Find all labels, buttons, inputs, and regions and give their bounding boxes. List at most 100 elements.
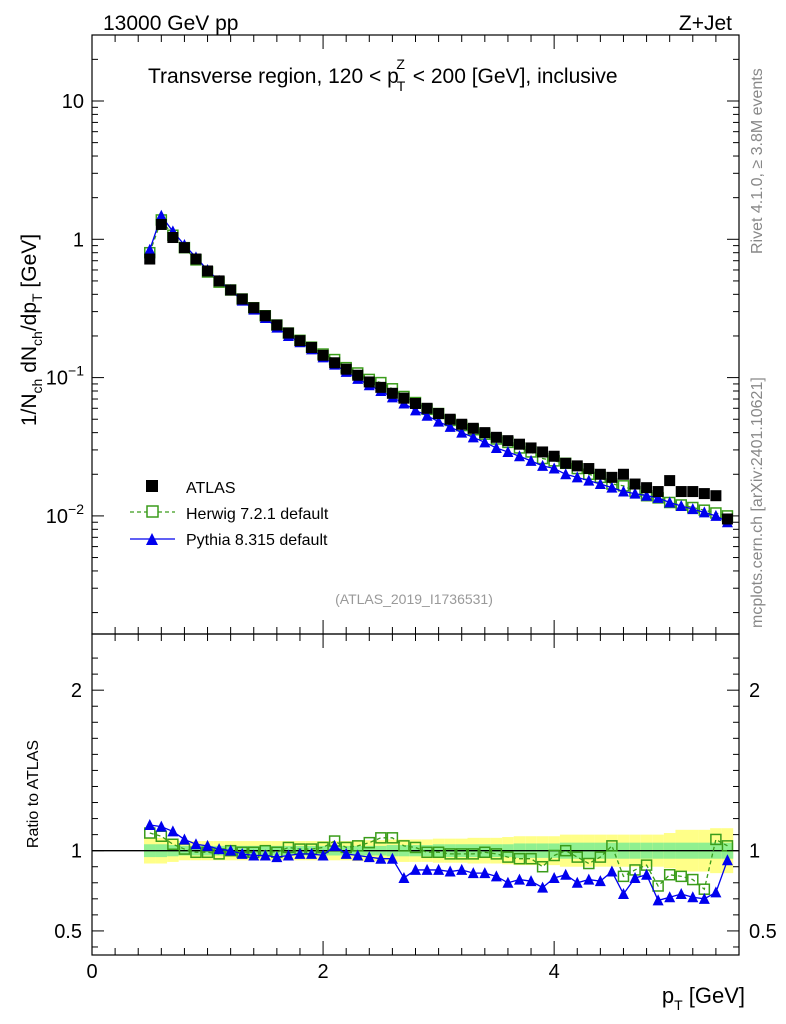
- data-point: [652, 894, 664, 906]
- data-point: [167, 825, 179, 837]
- data-point: [421, 846, 433, 859]
- data-point: [537, 881, 549, 893]
- data-point: [594, 478, 606, 490]
- data-point: [421, 863, 433, 875]
- y-tick-label: 10: [62, 91, 84, 113]
- data-point: [167, 232, 179, 244]
- data-point: [467, 848, 480, 860]
- legend-marker-pythia: [146, 533, 158, 545]
- data-point: [202, 265, 214, 277]
- data-point: [652, 491, 664, 503]
- data-point: [490, 870, 502, 882]
- y-tick-label: 10−1: [46, 363, 84, 390]
- data-point: [259, 310, 271, 322]
- data-point: [294, 335, 306, 347]
- data-point: [294, 847, 306, 859]
- data-point: [329, 839, 341, 851]
- data-point: [178, 833, 190, 845]
- data-point: [340, 363, 352, 375]
- data-point: [410, 863, 421, 875]
- data-point: [398, 392, 410, 404]
- plot-title: Transverse region, 120 < pTZ < 200 [GeV]…: [148, 56, 618, 94]
- data-point: [606, 471, 618, 483]
- ratio-frame: [91, 633, 740, 956]
- ratio-y-tick-label-left: 2: [71, 680, 82, 702]
- data-point: [559, 844, 572, 857]
- data-point: [317, 349, 329, 361]
- data-point: [687, 503, 699, 515]
- ratio-y-axis-label: Ratio to ATLAS: [25, 740, 42, 848]
- data-point: [583, 463, 595, 475]
- data-point: [687, 873, 699, 886]
- data-point: [409, 841, 422, 854]
- energy-label: 13000 GeV pp: [103, 12, 238, 35]
- data-point: [456, 418, 468, 430]
- data-point: [190, 253, 202, 265]
- data-point: [490, 431, 502, 443]
- data-point: [536, 860, 549, 873]
- data-point: [236, 293, 248, 305]
- data-point: [687, 891, 699, 903]
- data-point: [490, 441, 502, 453]
- analysis-watermark: (ATLAS_2019_I1736531): [335, 591, 493, 607]
- data-point: [363, 851, 375, 863]
- data-point: [675, 499, 687, 511]
- data-point: [271, 319, 283, 331]
- data-point: [432, 846, 445, 859]
- data-point: [548, 450, 560, 462]
- main-panel: [144, 209, 734, 528]
- data-point: [525, 454, 537, 466]
- data-point: [225, 844, 237, 856]
- data-point: [213, 843, 225, 855]
- data-point: [236, 847, 248, 859]
- data-point: [398, 840, 410, 852]
- legend: ATLAS Herwig 7.2.1 default Pythia 8.315 …: [130, 480, 329, 549]
- main-y-axis-label: 1/Nch dNch/dpT [GeV]: [18, 234, 45, 426]
- x-tick-label: 4: [549, 961, 560, 983]
- data-point: [467, 431, 479, 443]
- mcplots-label: mcplots.cern.ch [arXiv:2401.10621]: [749, 377, 766, 628]
- legend-marker-herwig: [146, 505, 159, 518]
- data-point: [641, 482, 653, 494]
- data-point: [433, 408, 445, 420]
- data-point: [710, 886, 722, 898]
- data-point: [571, 471, 583, 483]
- data-point: [560, 468, 572, 480]
- data-point: [571, 851, 583, 863]
- data-point: [479, 436, 491, 448]
- data-point: [155, 820, 167, 832]
- rivet-info-label: Rivet 4.1.0, ≥ 3.8M events: [749, 68, 766, 254]
- data-point: [398, 871, 410, 883]
- data-point: [513, 873, 525, 885]
- data-point: [721, 513, 733, 525]
- data-point: [710, 833, 722, 846]
- data-point: [167, 838, 179, 851]
- data-point: [282, 327, 294, 339]
- data-point: [202, 839, 214, 851]
- ratio-panel: [92, 818, 739, 906]
- data-point: [502, 876, 514, 888]
- data-point: [525, 875, 537, 887]
- data-point: [306, 847, 318, 859]
- data-point: [525, 852, 537, 865]
- data-point: [410, 397, 421, 409]
- data-point: [513, 450, 525, 462]
- data-point: [479, 846, 491, 859]
- legend-label-herwig: Herwig 7.2.1 default: [186, 506, 329, 523]
- data-point: [155, 209, 167, 221]
- data-point: [571, 876, 583, 888]
- data-point: [641, 868, 653, 880]
- data-point: [583, 857, 595, 870]
- data-point: [513, 852, 526, 865]
- data-point: [537, 446, 549, 458]
- data-point: [410, 404, 421, 416]
- data-point: [698, 892, 710, 904]
- data-point: [617, 485, 629, 497]
- y-tick-label: 10−2: [46, 501, 84, 528]
- y-tick-label: 1: [73, 229, 84, 251]
- data-point: [363, 376, 375, 388]
- data-point: [433, 863, 445, 875]
- data-point: [617, 870, 630, 883]
- data-point: [375, 381, 387, 393]
- series-line: [149, 218, 728, 517]
